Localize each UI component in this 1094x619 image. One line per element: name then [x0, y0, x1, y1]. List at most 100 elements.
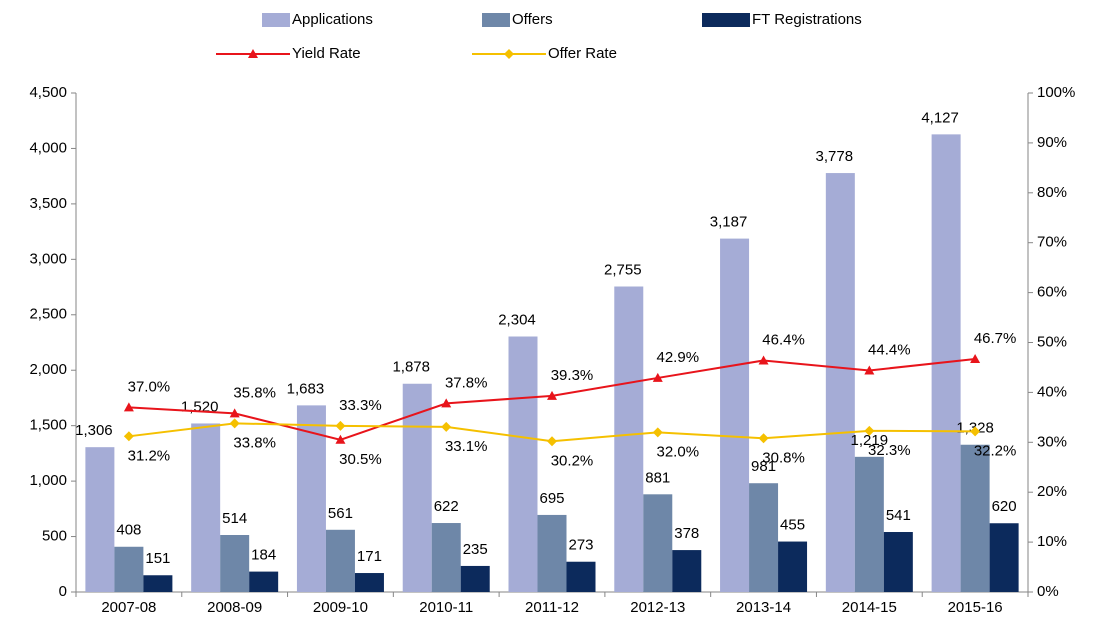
y-tick-label: 2,500 — [29, 306, 67, 323]
bar-label: 151 — [145, 550, 170, 567]
bar — [402, 383, 432, 592]
line-label: 33.8% — [233, 434, 276, 451]
bar — [537, 514, 567, 592]
y-tick-label: 0 — [59, 583, 67, 600]
bar — [354, 573, 384, 592]
x-tick-label: 2011-12 — [525, 599, 579, 616]
y2-tick-label: 30% — [1037, 433, 1067, 450]
line-label: 46.4% — [762, 331, 805, 348]
line-marker — [229, 418, 240, 429]
line-marker — [335, 420, 346, 431]
y-tick-label: 1,500 — [29, 417, 67, 434]
bar-label: 695 — [539, 490, 564, 507]
line-label: 30.5% — [339, 451, 382, 468]
bar — [143, 575, 173, 592]
bar — [883, 532, 913, 592]
y2-tick-label: 10% — [1037, 533, 1067, 550]
line-marker — [547, 436, 557, 447]
y-tick-label: 500 — [42, 528, 67, 545]
y2-tick-label: 20% — [1037, 483, 1067, 500]
bar-label: 273 — [568, 537, 593, 554]
bar — [825, 173, 855, 593]
legend-swatch — [702, 13, 750, 27]
y-tick-label: 4,000 — [29, 139, 67, 156]
line-marker — [864, 365, 875, 375]
bar — [431, 523, 461, 592]
line-marker — [758, 355, 769, 365]
y2-tick-label: 70% — [1037, 234, 1067, 251]
line-label: 37.8% — [445, 374, 488, 391]
line-label: 44.4% — [868, 341, 911, 358]
legend-label: Offers — [512, 11, 553, 28]
line-label: 42.9% — [657, 349, 700, 366]
y-tick-label: 2,000 — [29, 361, 67, 378]
y2-tick-label: 80% — [1037, 184, 1067, 201]
bar — [778, 541, 808, 592]
line-label: 33.3% — [339, 397, 382, 414]
bar-label: 3,187 — [710, 214, 748, 231]
bar-label: 1,306 — [75, 422, 113, 439]
bar-label: 408 — [116, 522, 141, 539]
line-label: 39.3% — [551, 367, 594, 384]
line-marker — [248, 49, 258, 58]
x-tick-label: 2012-13 — [630, 599, 685, 616]
legend-label: Yield Rate — [292, 45, 361, 62]
line-label: 35.8% — [233, 384, 276, 401]
x-tick-label: 2013-14 — [736, 599, 791, 616]
bar-label: 1,219 — [851, 432, 889, 449]
bar — [672, 550, 702, 592]
y-tick-label: 4,500 — [29, 84, 67, 101]
line-marker — [229, 408, 240, 418]
bar-label: 1,878 — [392, 359, 430, 376]
bar-label: 514 — [222, 510, 247, 527]
y2-tick-label: 0% — [1037, 583, 1059, 600]
line-label: 30.2% — [551, 452, 594, 469]
y-tick-label: 3,000 — [29, 250, 67, 267]
x-tick-label: 2010-11 — [419, 599, 473, 616]
bar — [960, 444, 990, 592]
x-tick-label: 2009-10 — [313, 599, 368, 616]
bar — [114, 546, 144, 592]
bar — [749, 483, 779, 592]
bar — [720, 238, 750, 592]
line-label: 31.2% — [128, 447, 171, 464]
legend-swatch — [262, 13, 290, 27]
bar-label: 561 — [328, 505, 353, 522]
bar — [614, 286, 644, 592]
x-tick-label: 2007-08 — [101, 599, 156, 616]
bar-label: 4,127 — [921, 109, 959, 126]
line-label: 46.7% — [974, 330, 1017, 347]
x-tick-label: 2015-16 — [948, 599, 1003, 616]
line-label: 37.0% — [128, 378, 171, 395]
line-marker — [123, 431, 134, 442]
line-label: 33.1% — [445, 438, 488, 455]
line-marker — [123, 402, 134, 412]
line-marker — [970, 426, 981, 437]
line-marker — [335, 434, 346, 444]
bar-label: 981 — [751, 458, 776, 475]
bar-label: 184 — [251, 547, 276, 564]
bar-label: 3,778 — [816, 148, 854, 165]
bar-label: 622 — [434, 498, 459, 515]
y2-tick-label: 50% — [1037, 333, 1067, 350]
y-tick-label: 3,500 — [29, 195, 67, 212]
line-marker — [441, 398, 452, 408]
line-marker — [441, 421, 452, 432]
x-tick-label: 2014-15 — [842, 599, 897, 616]
line-label: 32.0% — [657, 443, 700, 460]
bar — [460, 565, 490, 592]
bar-label: 2,755 — [604, 261, 642, 278]
line-marker — [504, 49, 514, 59]
bar — [85, 447, 115, 592]
bar-label: 2,304 — [498, 311, 536, 328]
bar — [566, 561, 596, 592]
bar — [989, 523, 1019, 592]
line-marker — [652, 372, 663, 382]
line-label: 30.8% — [762, 449, 805, 466]
y-tick-label: 1,000 — [29, 472, 67, 489]
bar-label: 378 — [674, 525, 699, 542]
line-label: 32.2% — [974, 442, 1017, 459]
bar — [296, 405, 326, 592]
line-marker — [547, 390, 557, 400]
